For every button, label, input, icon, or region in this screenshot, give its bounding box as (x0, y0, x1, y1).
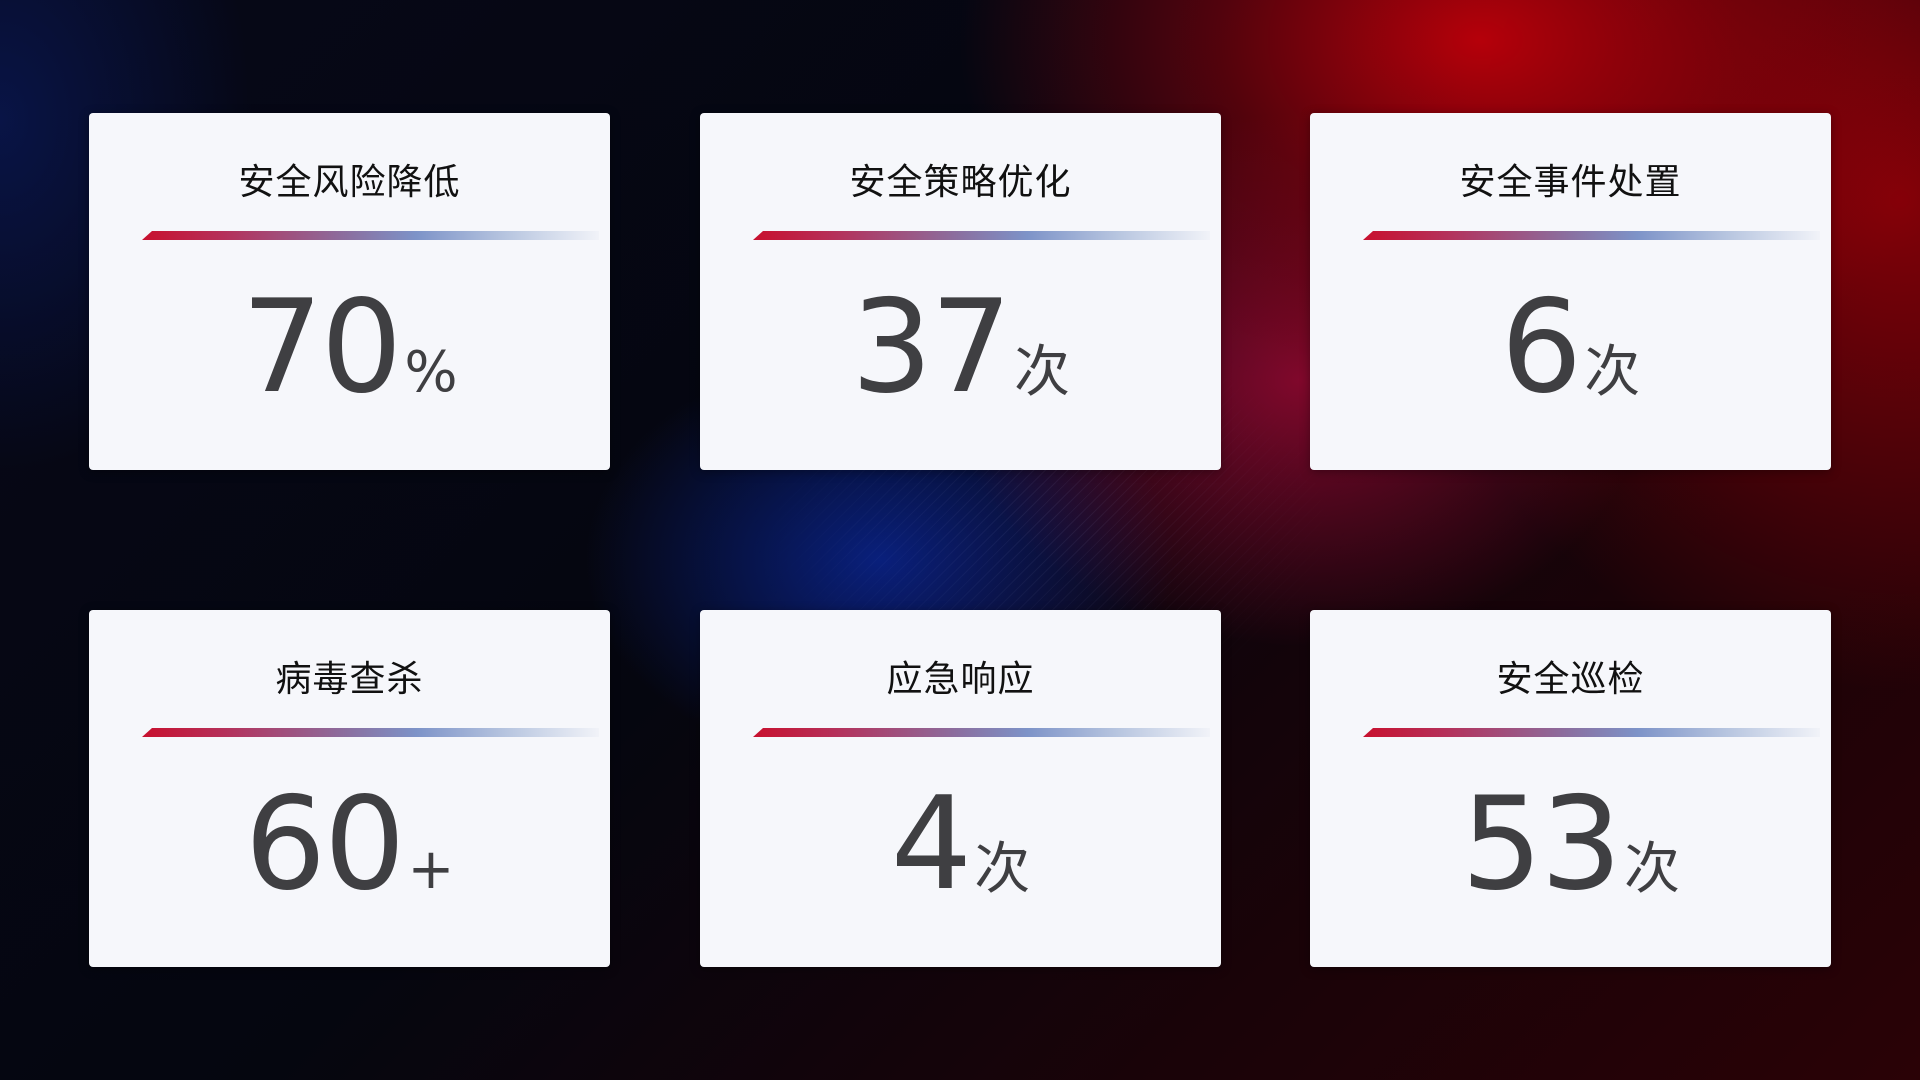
gradient-divider (753, 231, 1210, 240)
gradient-divider (753, 728, 1210, 737)
stat-card-emergency-response: 应急响应 4次 (700, 610, 1221, 967)
gradient-divider (1363, 231, 1820, 240)
card-title: 病毒查杀 (275, 659, 424, 700)
card-title: 安全事件处置 (1459, 162, 1682, 203)
value-number: 37 (851, 273, 1012, 422)
card-title: 安全风险降低 (238, 162, 461, 203)
value-number: 60 (244, 770, 406, 919)
value-unit: 次 (1013, 340, 1070, 405)
gradient-divider (1363, 728, 1820, 737)
stat-card-virus-removal: 病毒查杀 60+ (89, 610, 610, 967)
stat-card-security-inspection: 安全巡检 53次 (1310, 610, 1831, 967)
value-number: 4 (890, 770, 972, 919)
stat-card-risk-reduction: 安全风险降低 70% (89, 113, 610, 470)
stat-card-policy-optimization: 安全策略优化 37次 (700, 113, 1221, 470)
card-title: 安全巡检 (1496, 659, 1645, 700)
card-title: 应急响应 (886, 659, 1035, 700)
value-number: 70 (241, 273, 402, 422)
value-unit: 次 (1584, 340, 1641, 405)
value-number: 53 (1461, 770, 1622, 919)
card-value: 70% (89, 273, 610, 422)
gradient-divider (142, 231, 599, 240)
card-value: 37次 (700, 273, 1221, 422)
value-unit: 次 (974, 837, 1031, 902)
gradient-divider (142, 728, 599, 737)
value-number: 6 (1500, 273, 1582, 422)
value-unit: % (404, 340, 458, 405)
card-value: 4次 (700, 770, 1221, 919)
stat-card-incident-handling: 安全事件处置 6次 (1310, 113, 1831, 470)
value-unit: + (407, 837, 455, 902)
card-value: 60+ (89, 770, 610, 919)
card-title: 安全策略优化 (849, 162, 1072, 203)
card-value: 6次 (1310, 273, 1831, 422)
value-unit: 次 (1623, 837, 1680, 902)
card-value: 53次 (1310, 770, 1831, 919)
